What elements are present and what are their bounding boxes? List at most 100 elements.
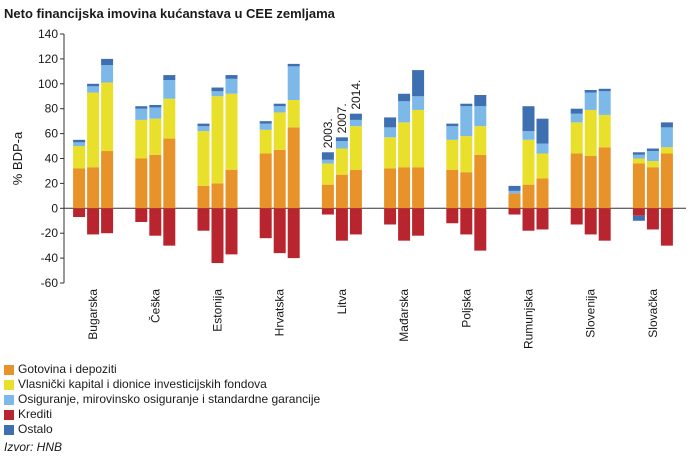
legend-label: Krediti <box>18 407 53 421</box>
bar-segment <box>598 114 611 148</box>
bar-segment <box>446 126 459 140</box>
bar-segment <box>73 146 86 169</box>
bar-segment <box>197 126 210 132</box>
bar-segment <box>259 123 272 130</box>
bar-segment <box>446 169 459 209</box>
bar-segment <box>474 95 487 107</box>
bar-segment <box>321 163 334 185</box>
y-tick-label: 40 <box>45 152 59 166</box>
bar-segment <box>349 126 362 170</box>
bar-segment <box>163 80 176 99</box>
bar-segment <box>398 101 411 123</box>
bar-segment <box>335 137 348 142</box>
bar-segment <box>398 167 411 209</box>
bar-segment <box>335 208 348 241</box>
bar-segment <box>87 208 100 235</box>
bar-segment <box>225 208 238 255</box>
bar-segment <box>321 152 334 160</box>
bar-segment <box>225 78 238 94</box>
bar-segment <box>598 91 611 115</box>
bar-segment <box>287 99 300 128</box>
bar-segment <box>398 122 411 168</box>
bar-segment <box>163 75 176 81</box>
bar-segment <box>598 147 611 209</box>
bar-segment <box>570 153 583 209</box>
bar-segment <box>149 104 162 108</box>
bar-segment <box>259 153 272 209</box>
bar-segment <box>135 108 148 120</box>
bar-segment <box>287 127 300 209</box>
bar-segment <box>149 154 162 209</box>
bar-segment <box>598 88 611 92</box>
bar-segment <box>287 208 300 259</box>
source-note: Izvor: HNB <box>4 440 63 454</box>
bar-segment <box>211 91 224 97</box>
bar-segment <box>508 208 521 215</box>
bar-segment <box>584 208 597 235</box>
bar-segment <box>412 70 425 97</box>
bar-segment <box>474 106 487 127</box>
bar-segment <box>349 113 362 120</box>
bar-segment <box>508 185 521 191</box>
bar-segment <box>646 160 659 168</box>
bar-segment <box>646 208 659 230</box>
bar-segment <box>474 208 487 251</box>
bar-segment <box>522 184 535 209</box>
category-label: Rumunjska <box>522 289 536 349</box>
bar-segment <box>660 147 673 154</box>
bar-segment <box>632 152 645 155</box>
category-label: Mađarska <box>397 289 411 342</box>
category-label: Hrvatska <box>273 289 287 337</box>
bar-segment <box>632 215 645 221</box>
year-label: 2007. <box>335 103 349 133</box>
bar-segment <box>197 131 210 186</box>
bar-segment <box>536 178 549 209</box>
y-tick-label: 20 <box>45 176 59 190</box>
bar-segment <box>508 193 521 209</box>
legend-swatch <box>4 424 14 435</box>
bars <box>73 58 673 264</box>
bar-segment <box>384 127 397 138</box>
bar-segment <box>259 208 272 239</box>
bar-segment <box>87 83 100 87</box>
bar-segment <box>87 86 100 93</box>
bar-segment <box>101 82 114 152</box>
bar-segment <box>474 126 487 155</box>
axes: -60 -40 -20 0 20 40 60 80 100 120 140 <box>38 27 686 290</box>
bar-segment <box>446 123 459 127</box>
bar-segment <box>135 208 148 222</box>
labels: % BDP-a Bugarska Češka Estonija Hrvatska Litv… <box>10 80 660 349</box>
bar-segment <box>321 184 334 209</box>
bar-segment <box>135 119 148 159</box>
bar-segment <box>101 58 114 66</box>
bar-segment <box>73 168 86 209</box>
bar-segment <box>508 190 521 194</box>
bar-segment <box>87 167 100 209</box>
bar-segment <box>321 159 334 164</box>
legend-item: Osiguranje, mirovinsko osiguranje i stan… <box>4 392 320 407</box>
year-label: 2014. <box>349 80 363 110</box>
bar-segment <box>335 148 348 175</box>
bar-segment <box>598 208 611 241</box>
bar-segment <box>225 93 238 170</box>
y-axis-label: % BDP-a <box>10 131 25 185</box>
bar-segment <box>460 208 473 235</box>
bar-segment <box>197 185 210 209</box>
bar-segment <box>584 156 597 209</box>
bar-segment <box>660 153 673 209</box>
bar-segment <box>570 108 583 114</box>
category-label: Estonija <box>211 289 225 332</box>
chart-title: Neto financijska imovina kućanstava u CE… <box>4 6 335 21</box>
bar-segment <box>536 118 549 144</box>
bar-segment <box>646 148 659 152</box>
bar-segment <box>259 121 272 124</box>
y-tick-label: -20 <box>41 226 59 240</box>
bar-segment <box>632 154 645 159</box>
category-label: Bugarska <box>86 289 100 340</box>
bar-segment <box>460 106 473 137</box>
legend-swatch <box>4 394 14 405</box>
bar-segment <box>287 66 300 100</box>
bar-segment <box>522 139 535 185</box>
bar-segment <box>149 118 162 155</box>
bar-segment <box>335 141 348 149</box>
